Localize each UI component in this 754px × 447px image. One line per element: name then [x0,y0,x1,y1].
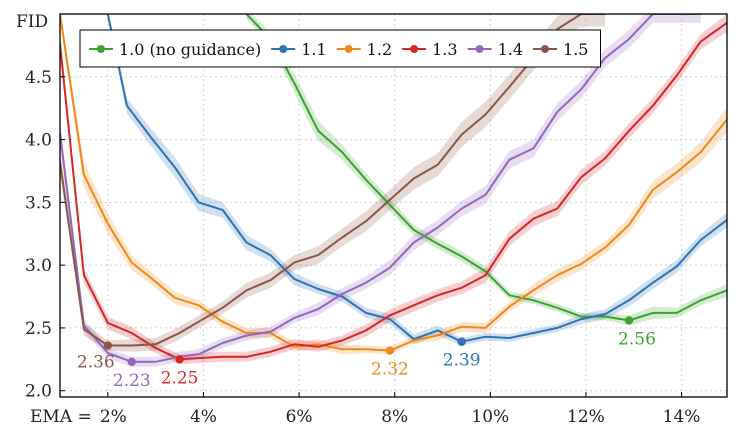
grid [60,14,727,397]
y-axis-ticks: 2.0 2.5 3.0 3.5 4.0 4.5 [25,68,65,402]
y-tick-label: 2.0 [25,382,52,402]
y-tick-label: 4.5 [25,68,52,88]
min-marker-1-2 [385,346,395,355]
min-label-1-5: 2.36 [77,353,115,373]
x-tick-label: 8% [381,407,408,427]
y-axis-label: FID [16,12,48,32]
min-label-1-3: 2.25 [161,368,199,388]
x-axis-label-name: EMA [30,407,73,427]
legend-item-1-0: 1.0 (no guidance) [89,40,261,59]
min-marker-1-0 [624,316,634,325]
legend-label: 1.2 [367,40,392,59]
y-tick-label: 4.0 [25,131,52,151]
min-label-1-2: 2.32 [371,360,409,380]
x-axis-ticks: 2% 4% 6% 8% 10% 12% 14% [100,392,701,427]
legend-marker [410,45,419,53]
series-line-1-3 [60,21,727,361]
svg-text:EMA =: EMA = [30,407,92,427]
band-1-2 [60,14,727,355]
legend-item-1-5: 1.5 [533,40,588,59]
legend-label: 1.5 [563,40,588,59]
legend-item-1-2: 1.2 [336,40,392,59]
legend-marker [541,45,550,53]
series-line-1-1 [106,14,727,343]
legend-item-1-3: 1.3 [402,40,458,59]
min-label-1-4: 2.23 [113,371,151,391]
legend-label: 1.4 [498,40,523,59]
x-tick-label: 2% [100,407,127,427]
legend-marker [344,45,353,53]
legend-item-1-4: 1.4 [467,40,523,59]
min-marker-1-4 [127,357,136,367]
x-tick-label: 6% [286,407,313,427]
x-tick-label: 14% [663,407,701,427]
legend-label: 1.1 [301,40,326,59]
x-axis-label: EMA = [30,407,92,427]
legend-marker [97,45,105,53]
legend-marker [279,45,288,53]
min-label-1-0: 2.56 [618,329,656,349]
series-line-1-0 [245,14,727,322]
series-line-1-4 [60,14,701,363]
min-marker-1-5 [103,341,113,350]
legend-marker [475,45,484,53]
x-tick-label: 4% [190,407,217,427]
y-tick-label: 3.5 [25,193,52,213]
legend-label: 1.0 (no guidance) [119,40,261,59]
x-tick-label: 12% [567,407,605,427]
min-marker-1-3 [175,355,184,364]
y-tick-label: 2.5 [25,319,52,339]
axes-frame [59,13,728,398]
plot-frame [59,13,728,398]
legend: 1.0 (no guidance) 1.1 1.2 1.3 1.4 1.5 [79,29,601,68]
series-line-1-5 [60,14,606,347]
band-1-3 [60,14,727,365]
min-marker-1-1 [457,337,466,346]
minimum-markers: 2.56 2.39 2.32 2.25 2.232.36 [77,316,656,391]
min-label-1-1: 2.39 [443,351,481,371]
legend-item-1-1: 1.1 [271,40,327,59]
y-tick-label: 3.0 [25,256,52,276]
legend-label: 1.3 [432,40,457,59]
x-tick-label: 10% [471,407,509,427]
